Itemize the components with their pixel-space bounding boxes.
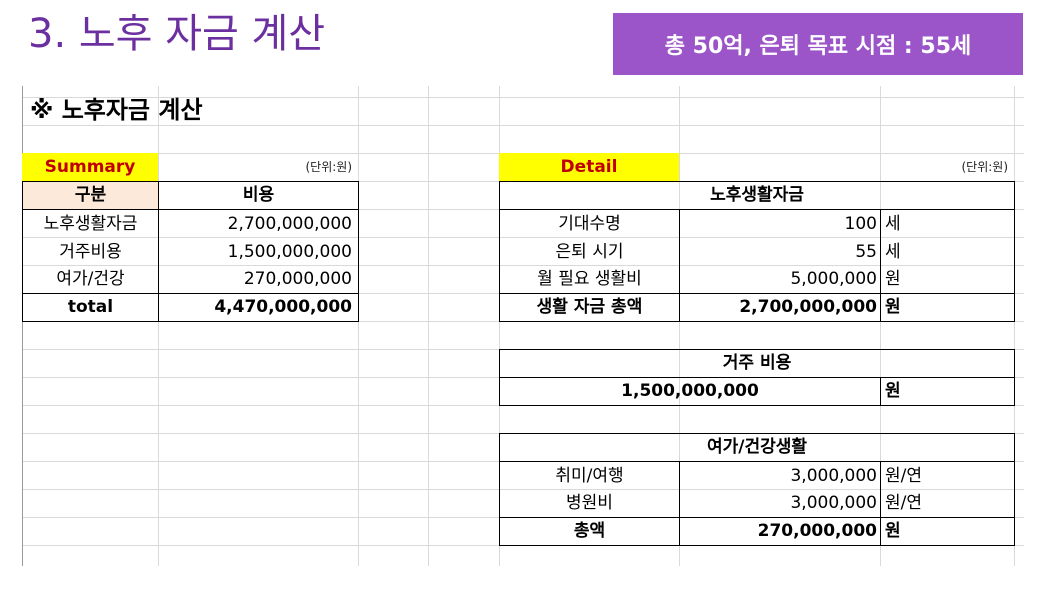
leisure-col-divider	[880, 461, 881, 546]
leisure-total-divider	[499, 517, 1015, 518]
gridline-col	[679, 86, 680, 566]
living-col-divider	[679, 209, 680, 322]
gridline-col	[1014, 86, 1015, 566]
housing-title: 거주 비용	[722, 353, 792, 373]
summary-row-cost: 2,700,000,000	[227, 213, 352, 234]
leisure-row-value: 3,000,000	[790, 493, 877, 513]
leisure-row-unit: 원/연	[885, 493, 923, 513]
summary-row-item: 거주비용	[59, 241, 122, 262]
gridline-row	[22, 265, 1024, 266]
summary-header-cost: 비용	[242, 185, 275, 205]
living-row-item: 기대수명	[558, 213, 621, 234]
leisure-row-unit: 원/연	[885, 465, 923, 486]
living-row-unit: 원	[885, 269, 901, 289]
living-col-divider	[880, 209, 881, 322]
living-total-unit: 원	[885, 297, 901, 317]
gridline-row	[22, 237, 1024, 238]
summary-table	[22, 181, 359, 322]
gridline-col	[499, 86, 500, 566]
summary-label: Summary	[22, 153, 158, 181]
leisure-table	[499, 433, 1015, 546]
housing-value: 1,500,000,000	[621, 381, 759, 401]
target-badge: 총 50억, 은퇴 목표 시점 : 55세	[613, 13, 1023, 75]
summary-total-cost: 4,470,000,000	[214, 297, 352, 317]
summary-row-item: 여가/건강	[56, 269, 125, 289]
living-table	[499, 181, 1015, 322]
leisure-header-divider	[499, 461, 1015, 462]
summary-total-divider	[22, 293, 359, 294]
summary-total-item: total	[67, 297, 114, 317]
sheet-title: ※ 노후자금 계산	[30, 96, 203, 124]
gridline-row	[22, 97, 1024, 98]
living-total-value: 2,700,000,000	[739, 297, 877, 317]
gridline-col	[358, 86, 359, 566]
gridline-row	[22, 125, 1024, 126]
leisure-row-value: 3,000,000	[790, 465, 877, 486]
housing-header-divider	[499, 377, 1015, 378]
living-row-item: 월 필요 생활비	[537, 269, 642, 289]
leisure-total-item: 총액	[573, 521, 606, 541]
summary-header-divider	[22, 209, 359, 210]
summary-row-item: 노후생활자금	[43, 213, 138, 234]
leisure-title: 여가/건강생활	[706, 437, 808, 457]
summary-row-cost: 270,000,000	[243, 269, 352, 289]
leisure-row-item: 취미/여행	[555, 465, 624, 486]
living-row-value: 55	[855, 241, 877, 262]
living-title: 노후생활자금	[710, 185, 804, 205]
slide-title: 3. 노후 자금 계산	[28, 11, 326, 57]
living-total-item: 생활 자금 총액	[536, 297, 643, 317]
leisure-total-unit: 원	[885, 521, 901, 541]
gridline-col	[158, 86, 159, 566]
living-row-item: 은퇴 시기	[555, 241, 624, 262]
living-row-unit: 세	[885, 213, 901, 234]
living-row-value: 100	[844, 213, 877, 234]
summary-col-divider	[158, 181, 159, 322]
gridline-col	[428, 86, 429, 566]
living-row-unit: 세	[885, 241, 901, 262]
living-header-divider	[499, 209, 1015, 210]
gridline-col	[880, 86, 881, 566]
gridline-col	[22, 86, 23, 566]
leisure-row-item: 병원비	[566, 493, 613, 513]
living-total-divider	[499, 293, 1015, 294]
summary-row-cost: 1,500,000,000	[227, 241, 352, 262]
living-row-value: 5,000,000	[790, 269, 877, 289]
detail-label: Detail	[499, 153, 679, 181]
gridline-row	[22, 489, 1024, 490]
housing-col-divider	[880, 377, 881, 406]
detail-unit: (단위:원)	[961, 160, 1008, 174]
summary-header-item: 구분	[23, 182, 158, 209]
leisure-col-divider	[679, 461, 680, 546]
spreadsheet: ※ 노후자금 계산 Summary (단위:원) 구분 비용 노후생활자금 2,…	[0, 86, 1055, 566]
summary-unit: (단위:원)	[305, 160, 352, 174]
leisure-total-value: 270,000,000	[757, 521, 877, 541]
housing-unit: 원	[885, 381, 901, 401]
